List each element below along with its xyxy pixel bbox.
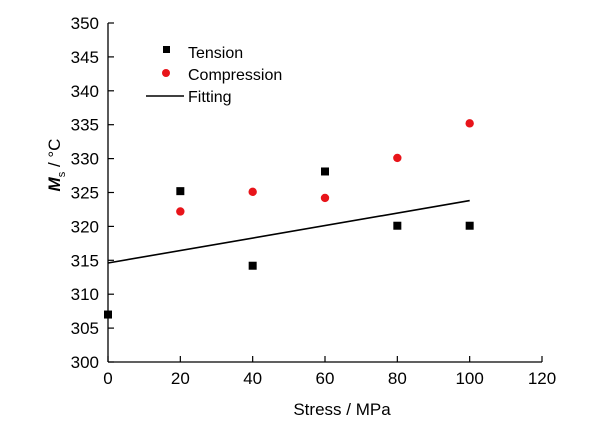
axes	[107, 23, 542, 363]
x-tick-label: 60	[316, 369, 335, 388]
y-tick-label: 325	[71, 184, 99, 203]
y-tick-label: 300	[71, 353, 99, 372]
compression-point	[393, 153, 402, 163]
legend-label-fitting: Fitting	[188, 89, 232, 106]
x-axis-title: Stress / MPa	[293, 400, 391, 419]
y-tick-label: 340	[71, 82, 99, 101]
tension-point	[248, 261, 257, 270]
y-tick-label: 320	[71, 217, 99, 236]
tick-labels: 0 20 40 60 80 100 120 300 305 310 315 320 325 330 335 3…	[71, 14, 557, 388]
fitting-line	[107, 199, 470, 264]
tension-point	[321, 167, 329, 176]
y-tick-label: 310	[71, 285, 99, 304]
legend: Tension Compression Fitting	[146, 45, 282, 106]
tension-point	[104, 310, 112, 319]
tension-point	[393, 221, 402, 230]
tick-marks	[107, 22, 543, 363]
compression-point	[176, 207, 185, 216]
y-axis-title-subscript: s	[56, 171, 68, 177]
legend-label-tension: Tension	[188, 45, 243, 62]
x-tick-label: 20	[171, 369, 190, 388]
data-points	[104, 119, 474, 319]
compression-point	[465, 119, 474, 128]
x-tick-label: 0	[103, 369, 112, 388]
fitting-line-layer	[107, 199, 470, 264]
legend-swatch-tension	[163, 46, 170, 53]
y-axis-title: Ms / °C	[45, 139, 68, 192]
legend-label-compression: Compression	[188, 67, 282, 84]
y-tick-label: 305	[71, 319, 99, 338]
x-tick-label: 80	[388, 369, 407, 388]
x-tick-label: 120	[528, 369, 556, 388]
y-tick-label: 350	[71, 14, 99, 33]
legend-swatch-compression	[162, 69, 170, 77]
y-tick-label: 315	[71, 251, 99, 270]
x-tick-label: 40	[243, 369, 262, 388]
tension-point	[465, 221, 474, 230]
y-tick-label: 335	[71, 116, 99, 135]
tension-point	[176, 187, 185, 196]
y-tick-label: 345	[71, 48, 99, 67]
compression-point	[320, 193, 330, 203]
compression-point	[248, 187, 257, 197]
y-axis-title-main: M	[45, 176, 64, 191]
y-axis-title-unit: / °C	[45, 139, 64, 172]
y-tick-label: 330	[71, 150, 99, 169]
x-tick-label: 100	[455, 369, 483, 388]
